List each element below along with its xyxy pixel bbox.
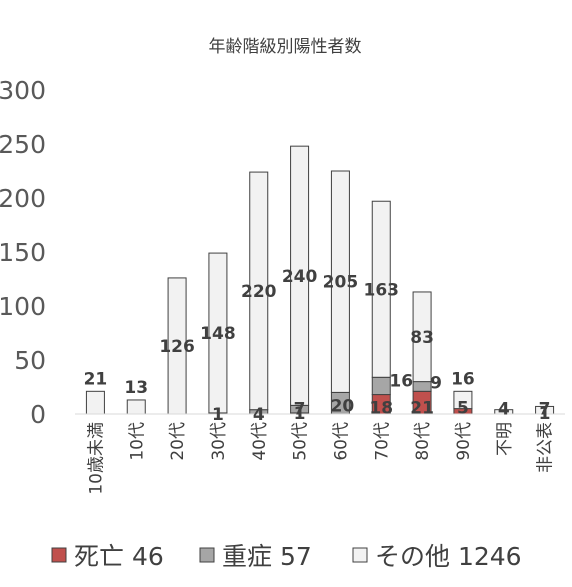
x-axis: 10歳未満 10代 20代 30代 40代 50代 60代 70代 80代 90代 不明 非公表 [75, 413, 565, 495]
data-label-severe: 16 [389, 372, 413, 392]
data-label-other: 83 [410, 328, 434, 348]
bar-other [412, 291, 432, 383]
data-label-severe: 1 [212, 405, 224, 425]
x-tick-label: 20代 [168, 422, 188, 461]
chart-title: 年齢階級別陽性者数 [209, 37, 362, 57]
legend-swatch-death [51, 547, 67, 563]
data-label-death: 5 [457, 399, 469, 419]
x-tick-label: 40代 [250, 422, 270, 461]
data-label-other: 205 [323, 273, 359, 293]
bar-other [249, 171, 269, 411]
y-tick-label: 100 [0, 292, 46, 321]
y-tick-label: 200 [0, 184, 46, 213]
data-label-severe: 9 [430, 374, 442, 394]
x-tick-label: 10歳未満 [86, 422, 106, 495]
y-axis: 0 50 100 150 200 250 300 [0, 76, 46, 429]
bar-other [85, 390, 105, 415]
bar-other [208, 252, 228, 414]
y-tick-label: 0 [30, 400, 46, 429]
x-tick-label: 90代 [454, 422, 474, 461]
bars [85, 145, 555, 415]
data-label-other: 220 [241, 282, 277, 302]
x-tick-label: 不明 [495, 422, 515, 456]
x-tick-label: 70代 [372, 422, 392, 461]
bar-other [126, 399, 146, 415]
legend-label-severe: 重症 57 [222, 542, 312, 571]
data-label-other: 4 [498, 400, 510, 420]
y-tick-label: 300 [0, 76, 46, 105]
x-tick-label: 非公表 [536, 422, 556, 473]
x-tick-label: 80代 [413, 422, 433, 461]
y-tick-label: 150 [0, 238, 46, 267]
data-label-other: 13 [124, 378, 148, 398]
data-label-other: 7 [539, 400, 551, 420]
legend-swatch-other [352, 547, 368, 563]
data-label-other: 240 [282, 267, 318, 287]
bar-other [290, 145, 310, 406]
y-tick-label: 250 [0, 130, 46, 159]
legend-label-other: その他 1246 [375, 542, 522, 571]
x-tick-label: 30代 [209, 422, 229, 461]
data-label-death: 18 [369, 399, 393, 419]
data-label-other: 21 [84, 369, 108, 389]
data-label-other: 163 [364, 280, 400, 300]
bar-severe [412, 381, 432, 392]
legend: 死亡 46 重症 57 その他 1246 [51, 542, 522, 571]
bar-severe [371, 376, 391, 396]
x-tick-label: 50代 [291, 422, 311, 461]
bar-other [371, 200, 391, 378]
data-label-other: 16 [451, 369, 475, 389]
legend-swatch-severe [199, 547, 215, 563]
x-tick-label: 10代 [127, 422, 147, 461]
data-label-extra: 1 [294, 404, 306, 424]
x-tick-label: 60代 [331, 422, 351, 461]
data-label-extra: 1 [539, 404, 551, 424]
y-tick-label: 50 [14, 346, 46, 375]
bar-other [330, 170, 350, 393]
data-label-other: 126 [159, 337, 195, 357]
bar-other [453, 390, 473, 410]
data-label-severe: 7 [294, 400, 306, 420]
data-label-severe: 4 [253, 405, 265, 425]
data-label-death: 21 [410, 399, 434, 419]
legend-label-death: 死亡 46 [74, 542, 164, 571]
data-label-other: 148 [200, 324, 236, 344]
data-label-severe: 20 [331, 396, 355, 416]
